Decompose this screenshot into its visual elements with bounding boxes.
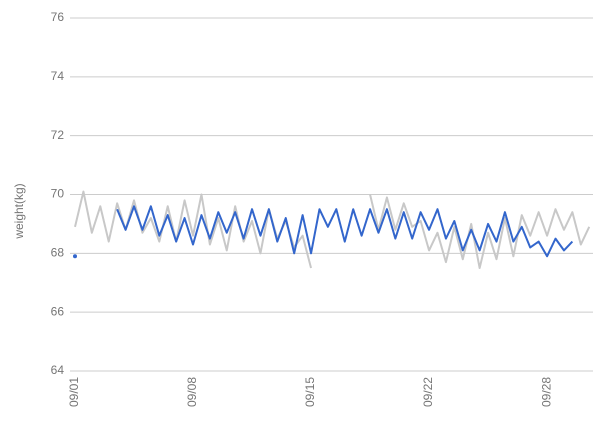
y-axis-label: weight(kg) <box>12 183 26 239</box>
y-tick-label: 74 <box>51 69 65 83</box>
x-tick-label: 09/01 <box>67 377 81 407</box>
y-tick-label: 76 <box>51 10 65 24</box>
y-tick-label: 64 <box>51 363 65 377</box>
x-tick-label: 09/08 <box>185 377 199 407</box>
x-tick-label: 09/28 <box>539 377 553 407</box>
y-tick-label: 66 <box>51 304 65 318</box>
y-tick-label: 68 <box>51 246 65 260</box>
y-tick-label: 70 <box>51 187 65 201</box>
y-tick-label: 72 <box>51 128 65 142</box>
line-point <box>73 254 77 259</box>
x-tick-label: 09/15 <box>303 377 317 407</box>
line-series <box>74 190 591 270</box>
line-series <box>116 205 574 258</box>
x-tick-label: 09/22 <box>421 377 435 407</box>
